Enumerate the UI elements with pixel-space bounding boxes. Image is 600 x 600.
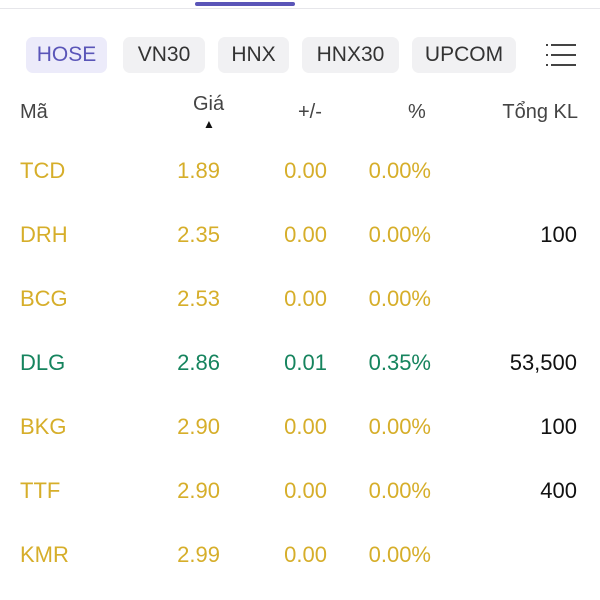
cell-price: 2.35 (177, 222, 220, 247)
list-menu-icon[interactable] (546, 42, 576, 68)
cell-price: 2.90 (177, 478, 220, 503)
cell-change: 0.00 (284, 286, 327, 311)
table-row[interactable]: DLG 2.86 0.01 0.35% 53,500 (0, 330, 600, 394)
cell-price: 1.89 (177, 158, 220, 183)
column-header-volume[interactable]: Tổng KL (502, 101, 578, 123)
cell-symbol: DRH (20, 222, 68, 247)
cell-symbol: DLG (20, 350, 66, 375)
cell-percent: 0.00% (368, 414, 431, 439)
cell-symbol: BCG (20, 286, 68, 311)
sort-ascending-icon: ▲ (203, 117, 215, 131)
column-header-percent[interactable]: % (408, 101, 426, 123)
table-row[interactable]: DRH 2.35 0.00 0.00% 100 (0, 202, 600, 266)
tab-upcom[interactable]: UPCOM (412, 37, 516, 73)
cell-symbol: TCD (20, 158, 66, 183)
tab-hose[interactable]: HOSE (26, 37, 107, 73)
cell-price: 2.86 (177, 350, 220, 375)
tab-vn30[interactable]: VN30 (123, 37, 205, 73)
column-header-change[interactable]: +/- (298, 101, 322, 123)
cell-percent: 0.00% (368, 222, 431, 247)
table-row[interactable]: KMR 2.99 0.00 0.00% (0, 522, 600, 586)
cell-symbol: TTF (20, 478, 61, 503)
cell-volume: 100 (540, 414, 577, 439)
cell-percent: 0.00% (368, 158, 431, 183)
cell-volume: 100 (540, 222, 577, 247)
cell-change: 0.00 (284, 542, 327, 567)
column-header-price[interactable]: Giá (193, 93, 225, 115)
cell-price: 2.53 (177, 286, 220, 311)
cell-percent: 0.00% (368, 286, 431, 311)
tab-hnx[interactable]: HNX (218, 37, 289, 73)
cell-price: 2.99 (177, 542, 220, 567)
table-row[interactable]: TTF 2.90 0.00 0.00% 400 (0, 458, 600, 522)
cell-change: 0.00 (284, 158, 327, 183)
cell-percent: 0.00% (368, 478, 431, 503)
active-tab-indicator (195, 2, 295, 6)
table-row[interactable]: TCD 1.89 0.00 0.00% (0, 138, 600, 202)
cell-price: 2.90 (177, 414, 220, 439)
cell-change: 0.00 (284, 478, 327, 503)
cell-change: 0.01 (284, 350, 327, 375)
cell-change: 0.00 (284, 222, 327, 247)
cell-change: 0.00 (284, 414, 327, 439)
cell-symbol: BKG (20, 414, 67, 439)
table-row[interactable]: BCG 2.53 0.00 0.00% (0, 266, 600, 330)
cell-percent: 0.00% (368, 542, 431, 567)
cell-symbol: KMR (20, 542, 69, 567)
cell-percent: 0.35% (368, 350, 431, 375)
column-header-symbol[interactable]: Mã (20, 101, 48, 123)
table-row[interactable]: BKG 2.90 0.00 0.00% 100 (0, 394, 600, 458)
cell-volume: 400 (540, 478, 577, 503)
top-divider (0, 8, 600, 9)
cell-volume: 53,500 (509, 350, 577, 375)
tab-hnx30[interactable]: HNX30 (302, 37, 399, 73)
